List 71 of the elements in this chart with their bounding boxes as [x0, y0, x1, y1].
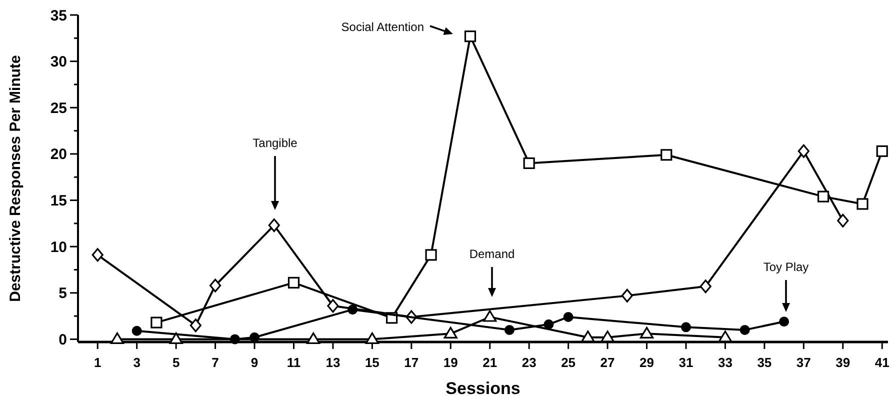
- x-axis-title: Sessions: [446, 379, 520, 398]
- point: [425, 249, 437, 261]
- point: [268, 218, 280, 232]
- y-axis-title: Destructive Responses Per Minute: [7, 55, 24, 302]
- point: [110, 332, 124, 344]
- point: [444, 326, 458, 338]
- point: [190, 318, 202, 332]
- point: [132, 326, 142, 336]
- point: [92, 248, 104, 262]
- annotation: Toy Play: [763, 260, 809, 274]
- point: [600, 330, 614, 342]
- point: [523, 157, 535, 170]
- point: [660, 149, 672, 161]
- y-tick-label: 0: [58, 331, 67, 348]
- annotation: Social Attention: [341, 20, 424, 34]
- x-tick-label: 5: [172, 355, 180, 370]
- x-tick-label: 3: [133, 355, 140, 370]
- point: [798, 144, 810, 158]
- point: [640, 326, 654, 338]
- y-tick-label: 35: [50, 7, 67, 24]
- x-tick-label: 39: [836, 355, 850, 370]
- point: [327, 299, 339, 313]
- x-tick-label: 9: [250, 355, 258, 370]
- point: [348, 304, 358, 315]
- y-tick-label: 25: [50, 100, 67, 117]
- annotation: Demand: [469, 247, 515, 261]
- point: [621, 288, 633, 302]
- y-tick-label: 10: [50, 238, 67, 256]
- x-tick-label: 7: [212, 355, 219, 370]
- annotation: Tangible: [252, 136, 298, 150]
- y-tick-label: 30: [50, 54, 67, 71]
- point: [700, 280, 712, 294]
- point: [856, 198, 868, 210]
- y-tick-label: 20: [50, 146, 67, 164]
- x-tick-label: 15: [364, 355, 380, 370]
- point: [740, 324, 750, 335]
- point: [581, 330, 595, 342]
- point: [306, 332, 320, 344]
- point: [563, 312, 574, 322]
- x-tick-label: 37: [796, 355, 811, 370]
- point: [779, 316, 790, 327]
- x-tick-label: 29: [640, 355, 654, 370]
- x-tick-label: 25: [561, 355, 576, 370]
- x-tick-label: 11: [286, 355, 301, 370]
- point: [718, 330, 732, 342]
- point: [837, 214, 849, 228]
- point: [504, 324, 514, 335]
- point: [544, 319, 554, 330]
- x-tick-label: 17: [404, 355, 419, 370]
- x-tick-label: 27: [600, 355, 615, 370]
- point: [169, 332, 183, 344]
- x-tick-label: 21: [482, 355, 498, 370]
- x-tick-label: 1: [94, 355, 102, 370]
- x-tick-label: 13: [326, 355, 340, 370]
- x-tick-label: 23: [522, 355, 536, 370]
- x-tick-label: 41: [874, 355, 890, 370]
- y-tick-label: 15: [50, 192, 67, 210]
- point: [464, 30, 476, 42]
- x-tick-label: 35: [757, 355, 772, 370]
- point: [209, 278, 222, 292]
- point: [288, 276, 300, 289]
- point: [876, 145, 888, 157]
- y-tick-label: 5: [58, 285, 67, 302]
- x-tick-label: 33: [718, 355, 732, 370]
- point: [483, 310, 497, 322]
- point: [365, 332, 379, 344]
- point: [817, 190, 830, 202]
- point: [150, 316, 162, 328]
- point: [680, 322, 691, 332]
- x-tick-label: 19: [443, 355, 458, 370]
- x-tick-label: 31: [678, 355, 694, 370]
